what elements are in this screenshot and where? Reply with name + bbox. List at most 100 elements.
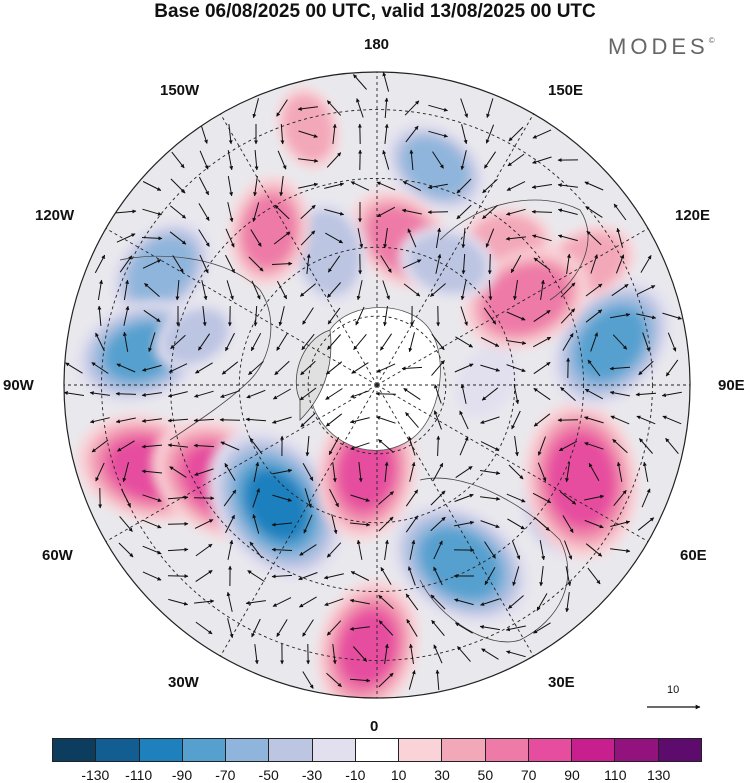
- wind-vector-arrow: [460, 150, 467, 171]
- wind-vector-arrow: [506, 311, 526, 321]
- wind-vector-arrow: [252, 488, 260, 508]
- wind-vector-arrow: [610, 312, 631, 319]
- wind-vector-arrow: [384, 461, 389, 483]
- anomaly-contour: [490, 270, 562, 328]
- wind-vector-arrow: [532, 129, 552, 139]
- logo-text: MODES: [608, 34, 709, 59]
- wind-vector-arrow: [273, 231, 291, 245]
- wind-vector-arrow: [460, 98, 469, 118]
- wind-vector-arrow: [141, 392, 162, 397]
- wind-vector-arrow: [356, 539, 363, 560]
- wind-vector-arrow: [378, 439, 394, 453]
- wind-vector-arrow: [276, 280, 288, 300]
- wind-vector-arrow: [459, 436, 469, 456]
- wind-vector-arrow: [350, 571, 370, 581]
- wind-vector-arrow: [382, 72, 390, 92]
- colorbar-tick-label: -90: [171, 767, 193, 783]
- wind-vector-arrow: [200, 124, 208, 144]
- wind-vector-arrow: [65, 362, 83, 374]
- wind-vector-arrow: [533, 387, 551, 401]
- wind-vector-arrow: [558, 440, 578, 452]
- wind-vector-arrow: [531, 209, 553, 214]
- colorbar-tick-label: 110: [604, 767, 627, 783]
- wind-vector-arrow: [167, 391, 188, 398]
- wind-vector-arrow: [408, 332, 415, 353]
- wind-vector-arrow: [225, 228, 235, 248]
- colorbar-tick-label: 50: [477, 767, 494, 783]
- wind-vector-arrow: [481, 387, 499, 401]
- wind-vector-arrow: [299, 596, 317, 608]
- wind-vector-arrow: [637, 517, 655, 531]
- wind-vector-arrow: [611, 283, 629, 297]
- wind-vector-arrow: [324, 208, 345, 216]
- wind-vector-arrow: [194, 390, 214, 398]
- wind-vector-arrow: [639, 438, 653, 454]
- wind-vector-arrow: [197, 333, 211, 351]
- wind-vector-arrow: [409, 461, 416, 482]
- wind-vector-arrow: [327, 255, 341, 273]
- wind-vector-arrow: [665, 359, 679, 377]
- colorbar-tick-label: -30: [301, 767, 323, 783]
- wind-vector-arrow: [168, 363, 188, 373]
- positive-anomaly-center: [463, 248, 589, 350]
- wind-vector-arrow: [539, 540, 546, 561]
- wind-vector-arrow: [194, 519, 214, 529]
- wind-vector-arrow: [141, 418, 162, 423]
- wind-vector-arrow: [480, 598, 500, 606]
- wind-vector-arrow: [278, 306, 285, 327]
- map-title: Base 06/08/2025 00 UTC, valid 13/08/2025…: [154, 1, 596, 22]
- wind-vector-arrow: [460, 383, 467, 404]
- meridian-line: [105, 384, 378, 542]
- wind-vector-arrow: [252, 514, 260, 534]
- wind-vector-arrow: [357, 228, 364, 249]
- wind-vector-arrow: [375, 391, 397, 396]
- wind-vector-arrow: [539, 566, 544, 587]
- wind-vector-arrow: [253, 176, 258, 197]
- wind-vector-arrow: [430, 490, 446, 506]
- wind-vector-arrow: [193, 418, 215, 423]
- wind-vector-arrow: [303, 514, 313, 534]
- wind-vector-arrow: [540, 279, 545, 300]
- wind-vector-arrow: [297, 106, 318, 111]
- wind-vector-arrow: [272, 597, 292, 607]
- wind-vector-arrow: [486, 98, 494, 118]
- colorbar-swatch: [399, 739, 443, 761]
- wind-vector-arrow: [276, 333, 288, 351]
- wind-vector-arrow: [298, 130, 318, 138]
- wind-vector-arrow: [271, 522, 293, 527]
- colorbar-tick-label: 10: [390, 767, 407, 783]
- wind-vector-arrow: [409, 539, 416, 560]
- wind-vector-arrow: [378, 516, 394, 532]
- wind-vector-arrow: [532, 492, 552, 504]
- wind-vector-arrow: [332, 644, 337, 665]
- wind-vector-arrow: [193, 443, 215, 448]
- colorbar-swatch: [572, 739, 616, 761]
- wind-vector-arrow: [117, 440, 135, 452]
- wind-vector-arrow: [376, 416, 396, 424]
- wind-vector-arrow: [95, 462, 105, 482]
- lon-label-60w: 60W: [42, 547, 73, 564]
- wind-vector-arrow: [562, 333, 574, 351]
- wind-vector-arrow: [116, 363, 136, 373]
- wind-vector-arrow: [167, 443, 188, 448]
- wind-vector-arrow: [378, 594, 394, 610]
- colorbar-swatch: [355, 739, 400, 761]
- wind-vector-arrow: [584, 388, 604, 400]
- wind-vector-arrow: [89, 417, 110, 424]
- wind-vector-arrow: [585, 206, 603, 218]
- wind-vector-arrow: [508, 464, 524, 480]
- wind-vector-arrow: [457, 646, 471, 662]
- wind-vector-arrow: [175, 279, 180, 301]
- wind-vector-arrow: [459, 410, 469, 430]
- colorbar-swatch: [139, 739, 183, 761]
- wind-vector-arrow: [300, 230, 316, 246]
- wind-vector-arrow: [557, 234, 578, 242]
- wind-vector-arrow: [455, 336, 473, 348]
- wind-vector-arrow: [480, 364, 500, 372]
- wind-vector-arrow: [533, 257, 551, 271]
- wind-vector-arrow: [566, 253, 571, 274]
- wind-vector-arrow: [642, 332, 650, 352]
- wind-vector-arrow: [298, 572, 318, 581]
- lon-label-90e: 90E: [718, 377, 745, 394]
- wind-vector-arrow: [350, 181, 370, 191]
